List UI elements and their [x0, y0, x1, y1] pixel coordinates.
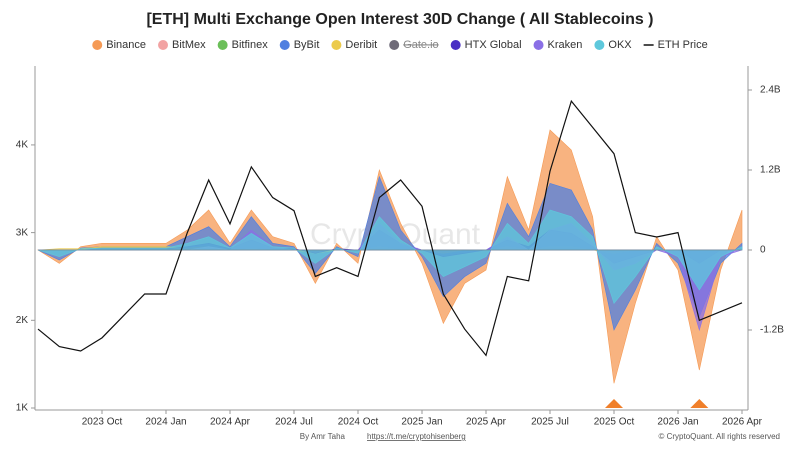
legend-swatch	[158, 40, 169, 50]
footer-link[interactable]: https://t.me/cryptohisenberg	[367, 432, 466, 441]
legend-item[interactable]: OKX	[594, 39, 632, 51]
x-tick-label: 2026 Jan	[657, 417, 698, 428]
legend-swatch	[279, 40, 290, 50]
price-line	[37, 99, 743, 357]
x-tick-label: 2024 Jan	[145, 417, 186, 428]
footer-author: By Amr Taha	[300, 432, 346, 441]
y2-tick-label: 0	[760, 245, 766, 256]
legend-swatch	[389, 40, 400, 50]
x-tick-label: 2023 Oct	[82, 417, 123, 428]
legend-label: Gate.io	[403, 39, 438, 51]
legend-item[interactable]: Kraken	[533, 39, 583, 51]
y-tick-label: 3K	[16, 227, 29, 238]
legend-item[interactable]: ETH Price	[643, 39, 708, 51]
legend-swatch	[533, 40, 544, 50]
legend-label: BitMex	[172, 39, 206, 51]
legend-item[interactable]: Bitfinex	[217, 39, 269, 51]
legend-swatch	[450, 40, 461, 50]
legend-item[interactable]: Deribit	[331, 39, 377, 51]
x-tick-label: 2025 Oct	[594, 417, 635, 428]
chart-title: [ETH] Multi Exchange Open Interest 30D C…	[146, 11, 653, 28]
x-tick-label: 2024 Apr	[210, 417, 251, 428]
event-marker	[605, 399, 623, 408]
legend-label: HTX Global	[465, 39, 522, 51]
x-tick-label: 2025 Apr	[466, 417, 507, 428]
y-tick-label: 2K	[16, 315, 29, 326]
legend-swatch	[217, 40, 228, 50]
footer-copyright: © CryptoQuant. All rights reserved	[659, 432, 781, 441]
legend-label: ETH Price	[658, 39, 708, 51]
legend-label: Bitfinex	[232, 39, 269, 51]
x-tick-label: 2025 Jul	[531, 417, 569, 428]
legend-label: Deribit	[345, 39, 377, 51]
y2-tick-label: 2.4B	[760, 85, 781, 96]
legend-item[interactable]: Binance	[92, 39, 146, 51]
legend-item[interactable]: HTX Global	[450, 39, 522, 51]
legend-item[interactable]: BitMex	[158, 39, 206, 51]
oi-area	[37, 209, 743, 304]
legend-swatch	[594, 40, 605, 50]
y2-tick-label: 1.2B	[760, 165, 781, 176]
x-tick-label: 2024 Jul	[275, 417, 313, 428]
y-tick-label: 4K	[16, 140, 29, 151]
legend-item[interactable]: ByBit	[279, 39, 320, 51]
x-tick-label: 2025 Jan	[401, 417, 442, 428]
x-tick-label: 2024 Oct	[338, 417, 379, 428]
x-tick-label: 2026 Apr	[722, 417, 763, 428]
legend-label: Kraken	[548, 39, 583, 51]
legend-swatch	[92, 40, 103, 50]
legend-label: ByBit	[294, 39, 320, 51]
y2-tick-label: -1.2B	[760, 325, 784, 336]
event-marker	[690, 399, 709, 408]
legend-label: Binance	[106, 39, 146, 51]
y-tick-label: 1K	[16, 403, 29, 414]
legend-label: OKX	[608, 39, 632, 51]
legend: Binance BitMex Bitfinex ByBit Deribit Gate.io…	[92, 39, 708, 51]
legend-swatch	[331, 40, 342, 50]
legend-item[interactable]: Gate.io	[389, 39, 439, 51]
